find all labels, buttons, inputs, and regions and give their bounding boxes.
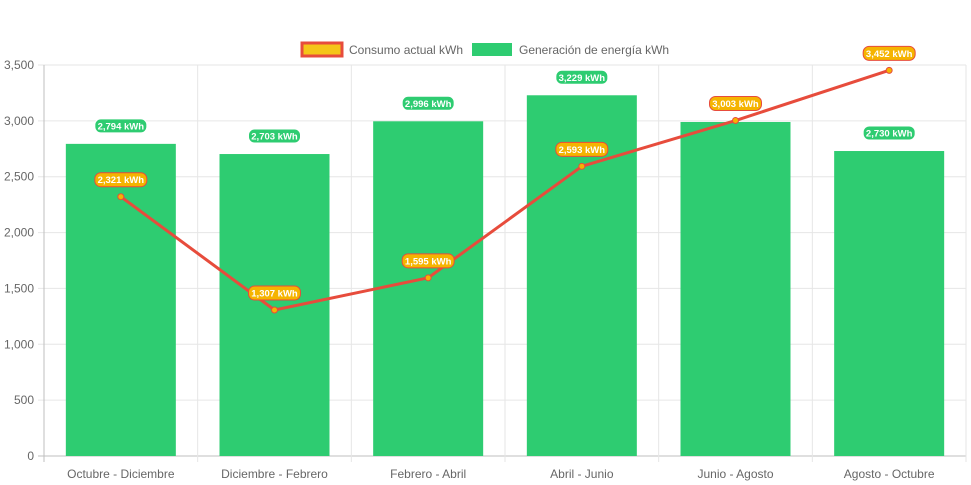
- x-tick-label: Diciembre - Febrero: [221, 467, 328, 481]
- bar: [373, 121, 484, 456]
- bar: [834, 151, 945, 456]
- data-label-box: [94, 118, 148, 134]
- legend-swatch-consumo: [300, 41, 344, 58]
- data-label: 3,003 kWh: [712, 99, 759, 110]
- data-labels: 2,794 kWh 2,703 kWh 2,996 kWh 3,229 kWh 2,73…: [94, 45, 916, 301]
- line-point: [885, 66, 893, 74]
- legend-item-consumo[interactable]: Consumo actual kWh: [300, 41, 463, 58]
- y-tick-label: 2,000: [4, 226, 34, 240]
- y-tick-label: 1,500: [4, 281, 34, 295]
- data-label: 1,307 kWh: [251, 288, 298, 299]
- y-tick-label: 3,500: [4, 58, 34, 72]
- grid: [38, 64, 967, 462]
- data-label-box: [248, 285, 301, 301]
- data-label-box: [401, 253, 455, 269]
- data-label: 3,452 kWh: [866, 49, 913, 60]
- data-label: 2,593 kWh: [559, 145, 606, 156]
- line-point: [732, 117, 739, 125]
- legend-label-generacion: Generación de energía kWh: [519, 43, 669, 57]
- bar: [680, 121, 791, 456]
- line-point: [424, 274, 432, 282]
- data-label: 2,730 kWh: [866, 129, 913, 140]
- y-tick-label: 3,000: [4, 114, 34, 128]
- y-tick-label: 0: [27, 449, 34, 463]
- data-label-box: [862, 125, 916, 141]
- legend-swatch-generacion: [472, 43, 512, 56]
- data-label-box: [862, 45, 916, 61]
- legend-label-consumo: Consumo actual kWh: [349, 43, 463, 57]
- legend: Consumo actual kWh Generación de energía…: [300, 41, 669, 58]
- y-tick-label: 500: [14, 393, 34, 407]
- data-label-box: [555, 141, 609, 157]
- x-tick-label: Abril - Junio: [550, 467, 614, 481]
- y-tick-label: 1,000: [4, 337, 34, 351]
- y-tick-label: 2,500: [4, 170, 34, 184]
- data-label-box: [94, 172, 148, 188]
- x-axis: Octubre - Diciembre Diciembre - Febrero Fe…: [67, 467, 935, 481]
- data-label: 2,794 kWh: [98, 121, 145, 132]
- y-axis: 0 500 1,000 1,500 2,000 2,500 3,000 3,500: [4, 58, 34, 463]
- data-label: 2,996 kWh: [405, 99, 452, 110]
- x-tick-label: Junio - Agosto: [697, 467, 773, 481]
- x-tick-label: Febrero - Abril: [390, 467, 466, 481]
- bar: [65, 143, 176, 456]
- data-label-box: [555, 69, 609, 85]
- data-label: 3,229 kWh: [559, 73, 606, 84]
- data-label-box: [248, 128, 301, 144]
- bar: [219, 154, 330, 456]
- line-point: [271, 306, 278, 314]
- line-point: [117, 193, 125, 201]
- x-tick-label: Agosto - Octubre: [844, 467, 935, 481]
- data-label: 2,321 kWh: [98, 175, 145, 186]
- data-label-box: [709, 96, 762, 112]
- data-label: 1,595 kWh: [405, 256, 452, 267]
- data-label: 2,703 kWh: [251, 132, 298, 143]
- legend-item-generacion[interactable]: Generación de energía kWh: [472, 43, 669, 57]
- line-point: [578, 162, 586, 170]
- data-label-box: [401, 95, 455, 111]
- x-tick-label: Octubre - Diciembre: [67, 467, 175, 481]
